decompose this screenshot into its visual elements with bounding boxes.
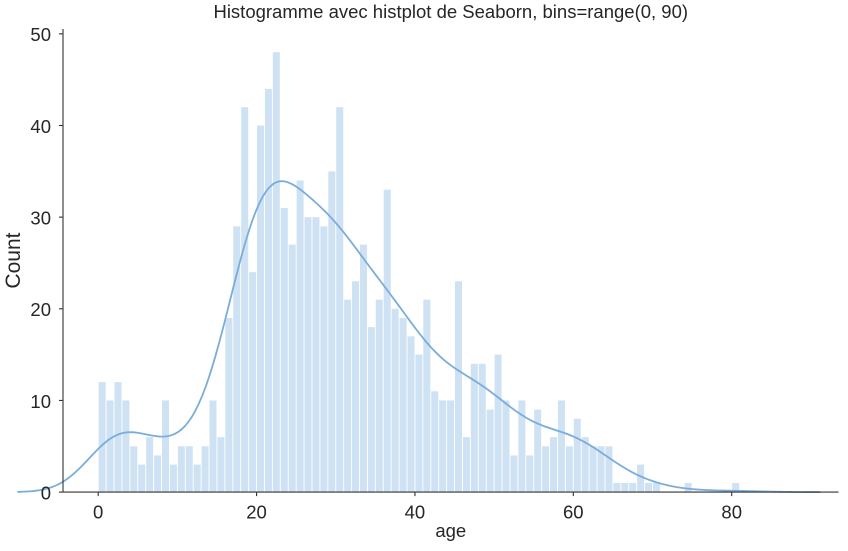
svg-text:Count: Count <box>2 232 25 288</box>
svg-text:80: 80 <box>721 501 742 522</box>
svg-text:30: 30 <box>30 207 51 228</box>
svg-text:40: 40 <box>405 501 426 522</box>
svg-text:20: 20 <box>246 501 267 522</box>
svg-text:0: 0 <box>93 501 103 522</box>
svg-text:Histogramme avec histplot de S: Histogramme avec histplot de Seaborn, bi… <box>213 1 688 22</box>
svg-text:20: 20 <box>30 299 51 320</box>
svg-text:0: 0 <box>41 482 51 503</box>
svg-text:40: 40 <box>30 116 51 137</box>
svg-text:50: 50 <box>30 24 51 45</box>
svg-text:10: 10 <box>30 391 51 412</box>
svg-text:60: 60 <box>563 501 584 522</box>
svg-text:age: age <box>435 520 466 541</box>
